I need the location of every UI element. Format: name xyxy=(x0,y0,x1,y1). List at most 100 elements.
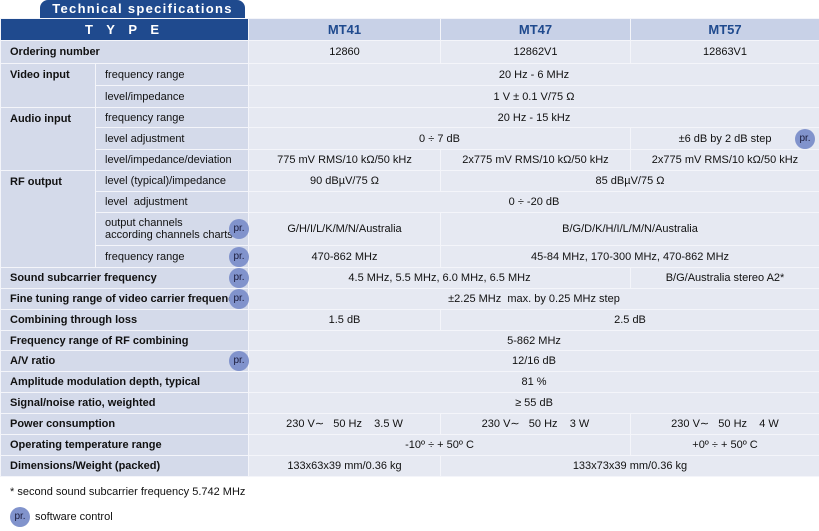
table-cell: 0 ÷ 7 dB xyxy=(248,127,631,150)
footnote: * second sound subcarrier frequency 5.74… xyxy=(10,486,246,498)
table-row: level adjustment 0 ÷ 7 dB ±6 dB by 2 dB st… xyxy=(1,127,819,150)
badge: pr. xyxy=(795,128,815,149)
table-cell: 1.5 dB xyxy=(248,309,441,331)
table-cell: Sound subcarrier frequency pr. xyxy=(0,267,249,289)
table-cell: 2x775 mV RMS/10 kΩ/50 kHz xyxy=(630,149,819,171)
table-cell: Operating temperature range xyxy=(0,434,249,456)
table-cell: 2x775 mV RMS/10 kΩ/50 kHz xyxy=(440,149,631,171)
table-cell: Signal/noise ratio, weighted xyxy=(0,392,249,414)
table-row: frequency range pr. 470-862 MHz 45-84 MHz, … xyxy=(1,245,819,268)
table-cell: frequency range pr. xyxy=(95,245,249,268)
table-row: Fine tuning range of video carrier frequ… xyxy=(0,288,819,310)
table-row: T Y P E MT41 MT47 MT57 xyxy=(0,18,819,41)
badge: pr. xyxy=(229,268,249,288)
cell-text: Fine tuning range of video carrier frequ… xyxy=(10,293,241,305)
badge: pr. xyxy=(229,246,249,267)
table-cell: Combining through loss xyxy=(0,309,249,331)
table-cell: 470-862 MHz xyxy=(248,245,441,268)
table-cell: B/G/D/K/H/I/L/M/N/Australia xyxy=(440,212,819,246)
table-cell: 230 V∼ 50 Hz 4 W xyxy=(630,413,819,435)
table-row: Video input frequency range 20 Hz - 6 MHz xyxy=(0,63,819,108)
table-cell: 1 V ± 0.1 V/75 Ω xyxy=(248,85,819,108)
table-cell: +0º ÷ + 50º C xyxy=(630,434,819,456)
table-cell: level adjustment xyxy=(95,127,249,150)
table-cell: Dimensions/Weight (packed) xyxy=(0,455,249,477)
table-cell: 4.5 MHz, 5.5 MHz, 6.0 MHz, 6.5 MHz xyxy=(248,267,631,289)
table-cell: 230 V∼ 50 Hz 3 W xyxy=(440,413,631,435)
badge: pr. xyxy=(10,507,30,527)
table-cell: RF output xyxy=(0,170,96,268)
table-cell: A/V ratio pr. xyxy=(0,350,249,372)
table-cell: MT41 xyxy=(248,18,441,41)
badge: pr. xyxy=(229,351,249,371)
table-cell: T Y P E xyxy=(0,18,249,41)
table-cell: level (typical)/impedance xyxy=(95,170,249,192)
table-cell: ±6 dB by 2 dB step pr. xyxy=(630,127,819,150)
table-cell: Fine tuning range of video carrier frequ… xyxy=(0,288,249,310)
table-cell: 5-862 MHz xyxy=(248,330,819,351)
cell-text: Sound subcarrier frequency xyxy=(10,272,157,284)
table-cell: 20 Hz - 15 kHz xyxy=(248,107,819,128)
table-cell: Ordering number xyxy=(0,40,249,64)
table-cell: MT57 xyxy=(630,18,819,41)
table-cell: frequency range xyxy=(95,63,249,86)
table-cell: ±2.25 MHz max. by 0.25 MHz step xyxy=(248,288,819,310)
table-cell: Power consumption xyxy=(0,413,249,435)
table-cell: level adjustment xyxy=(95,191,249,213)
table-cell: 45-84 MHz, 170-300 MHz, 470-862 MHz xyxy=(440,245,819,268)
table-cell: Frequency range of RF combining xyxy=(0,330,249,351)
table-row: Signal/noise ratio, weighted ≥ 55 dB xyxy=(0,392,819,414)
table-cell: frequency range xyxy=(95,107,249,128)
table-row: A/V ratio pr. 12/16 dB xyxy=(0,350,819,372)
label-line: output channels xyxy=(105,217,183,229)
badge: pr. xyxy=(229,289,249,309)
table-cell: 775 mV RMS/10 kΩ/50 kHz xyxy=(248,149,441,171)
table-cell: B/G/Australia stereo A2* xyxy=(630,267,819,289)
table-row: Combining through loss 1.5 dB 2.5 dB xyxy=(0,309,819,331)
cell-text: ±6 dB by 2 dB step xyxy=(678,132,772,145)
table-row: level/impedance 1 V ± 0.1 V/75 Ω xyxy=(1,85,819,108)
table-cell: ≥ 55 dB xyxy=(248,392,819,414)
table-cell: level/impedance xyxy=(95,85,249,108)
table-row: Power consumption 230 V∼ 50 Hz 3.5 W 230 V… xyxy=(0,413,819,435)
table-row: level/impedance/deviation 775 mV RMS/10 k… xyxy=(1,149,819,171)
table-cell: Video input xyxy=(0,63,96,108)
spec-table: T Y P E MT41 MT47 MT57 Ordering number 12860… xyxy=(0,18,819,477)
table-cell: 12/16 dB xyxy=(248,350,819,372)
table-row: Dimensions/Weight (packed) 133x63x39 mm/0… xyxy=(0,455,819,477)
cell-text: frequency range xyxy=(105,250,185,263)
table-cell: 85 dBµV/75 Ω xyxy=(440,170,819,192)
table-row: Sound subcarrier frequency pr. 4.5 MHz, 5.… xyxy=(0,267,819,289)
cell-text: A/V ratio xyxy=(10,355,56,367)
element: T Y P E MT41 MT47 MT57 Ordering number 12860… xyxy=(0,18,819,477)
table-cell: 90 dBµV/75 Ω xyxy=(248,170,441,192)
badge: pr. xyxy=(229,219,249,239)
section-tab: Technical specifications xyxy=(40,0,245,18)
table-row: Operating temperature range -10º ÷ + 50º … xyxy=(0,434,819,456)
table-cell: 12860 xyxy=(248,40,441,64)
table-row: level adjustment 0 ÷ -20 dB xyxy=(1,191,819,213)
label-line: according channels charts xyxy=(105,229,233,241)
table-cell: output channels according channels charts… xyxy=(95,212,249,246)
table-cell: Audio input xyxy=(0,107,96,171)
table-cell: level/impedance/deviation xyxy=(95,149,249,171)
table-row: Ordering number 12860 12862V1 12863V1 xyxy=(0,40,819,64)
table-cell: G/H/I/L/K/M/N/Australia xyxy=(248,212,441,246)
table-cell: 81 % xyxy=(248,371,819,393)
table-cell: 0 ÷ -20 dB xyxy=(248,191,819,213)
table-cell: Amplitude modulation depth, typical xyxy=(0,371,249,393)
table-row: Frequency range of RF combining 5-862 MHz xyxy=(0,330,819,351)
table-cell: 230 V∼ 50 Hz 3.5 W xyxy=(248,413,441,435)
table-row: output channels according channels charts… xyxy=(1,212,819,246)
table-cell: 20 Hz - 6 MHz xyxy=(248,63,819,86)
table-cell: -10º ÷ + 50º C xyxy=(248,434,631,456)
table-cell: 12863V1 xyxy=(630,40,819,64)
table-cell: 133x73x39 mm/0.36 kg xyxy=(440,455,819,477)
table-cell: 2.5 dB xyxy=(440,309,819,331)
table-row: Audio input frequency range 20 Hz - 15 kHz xyxy=(0,107,819,171)
table-row: RF output level (typical)/impedance 90 dBµ… xyxy=(0,170,819,268)
table-row: Amplitude modulation depth, typical 81 % xyxy=(0,371,819,393)
footnote: software control xyxy=(35,511,113,523)
table-cell: MT47 xyxy=(440,18,631,41)
